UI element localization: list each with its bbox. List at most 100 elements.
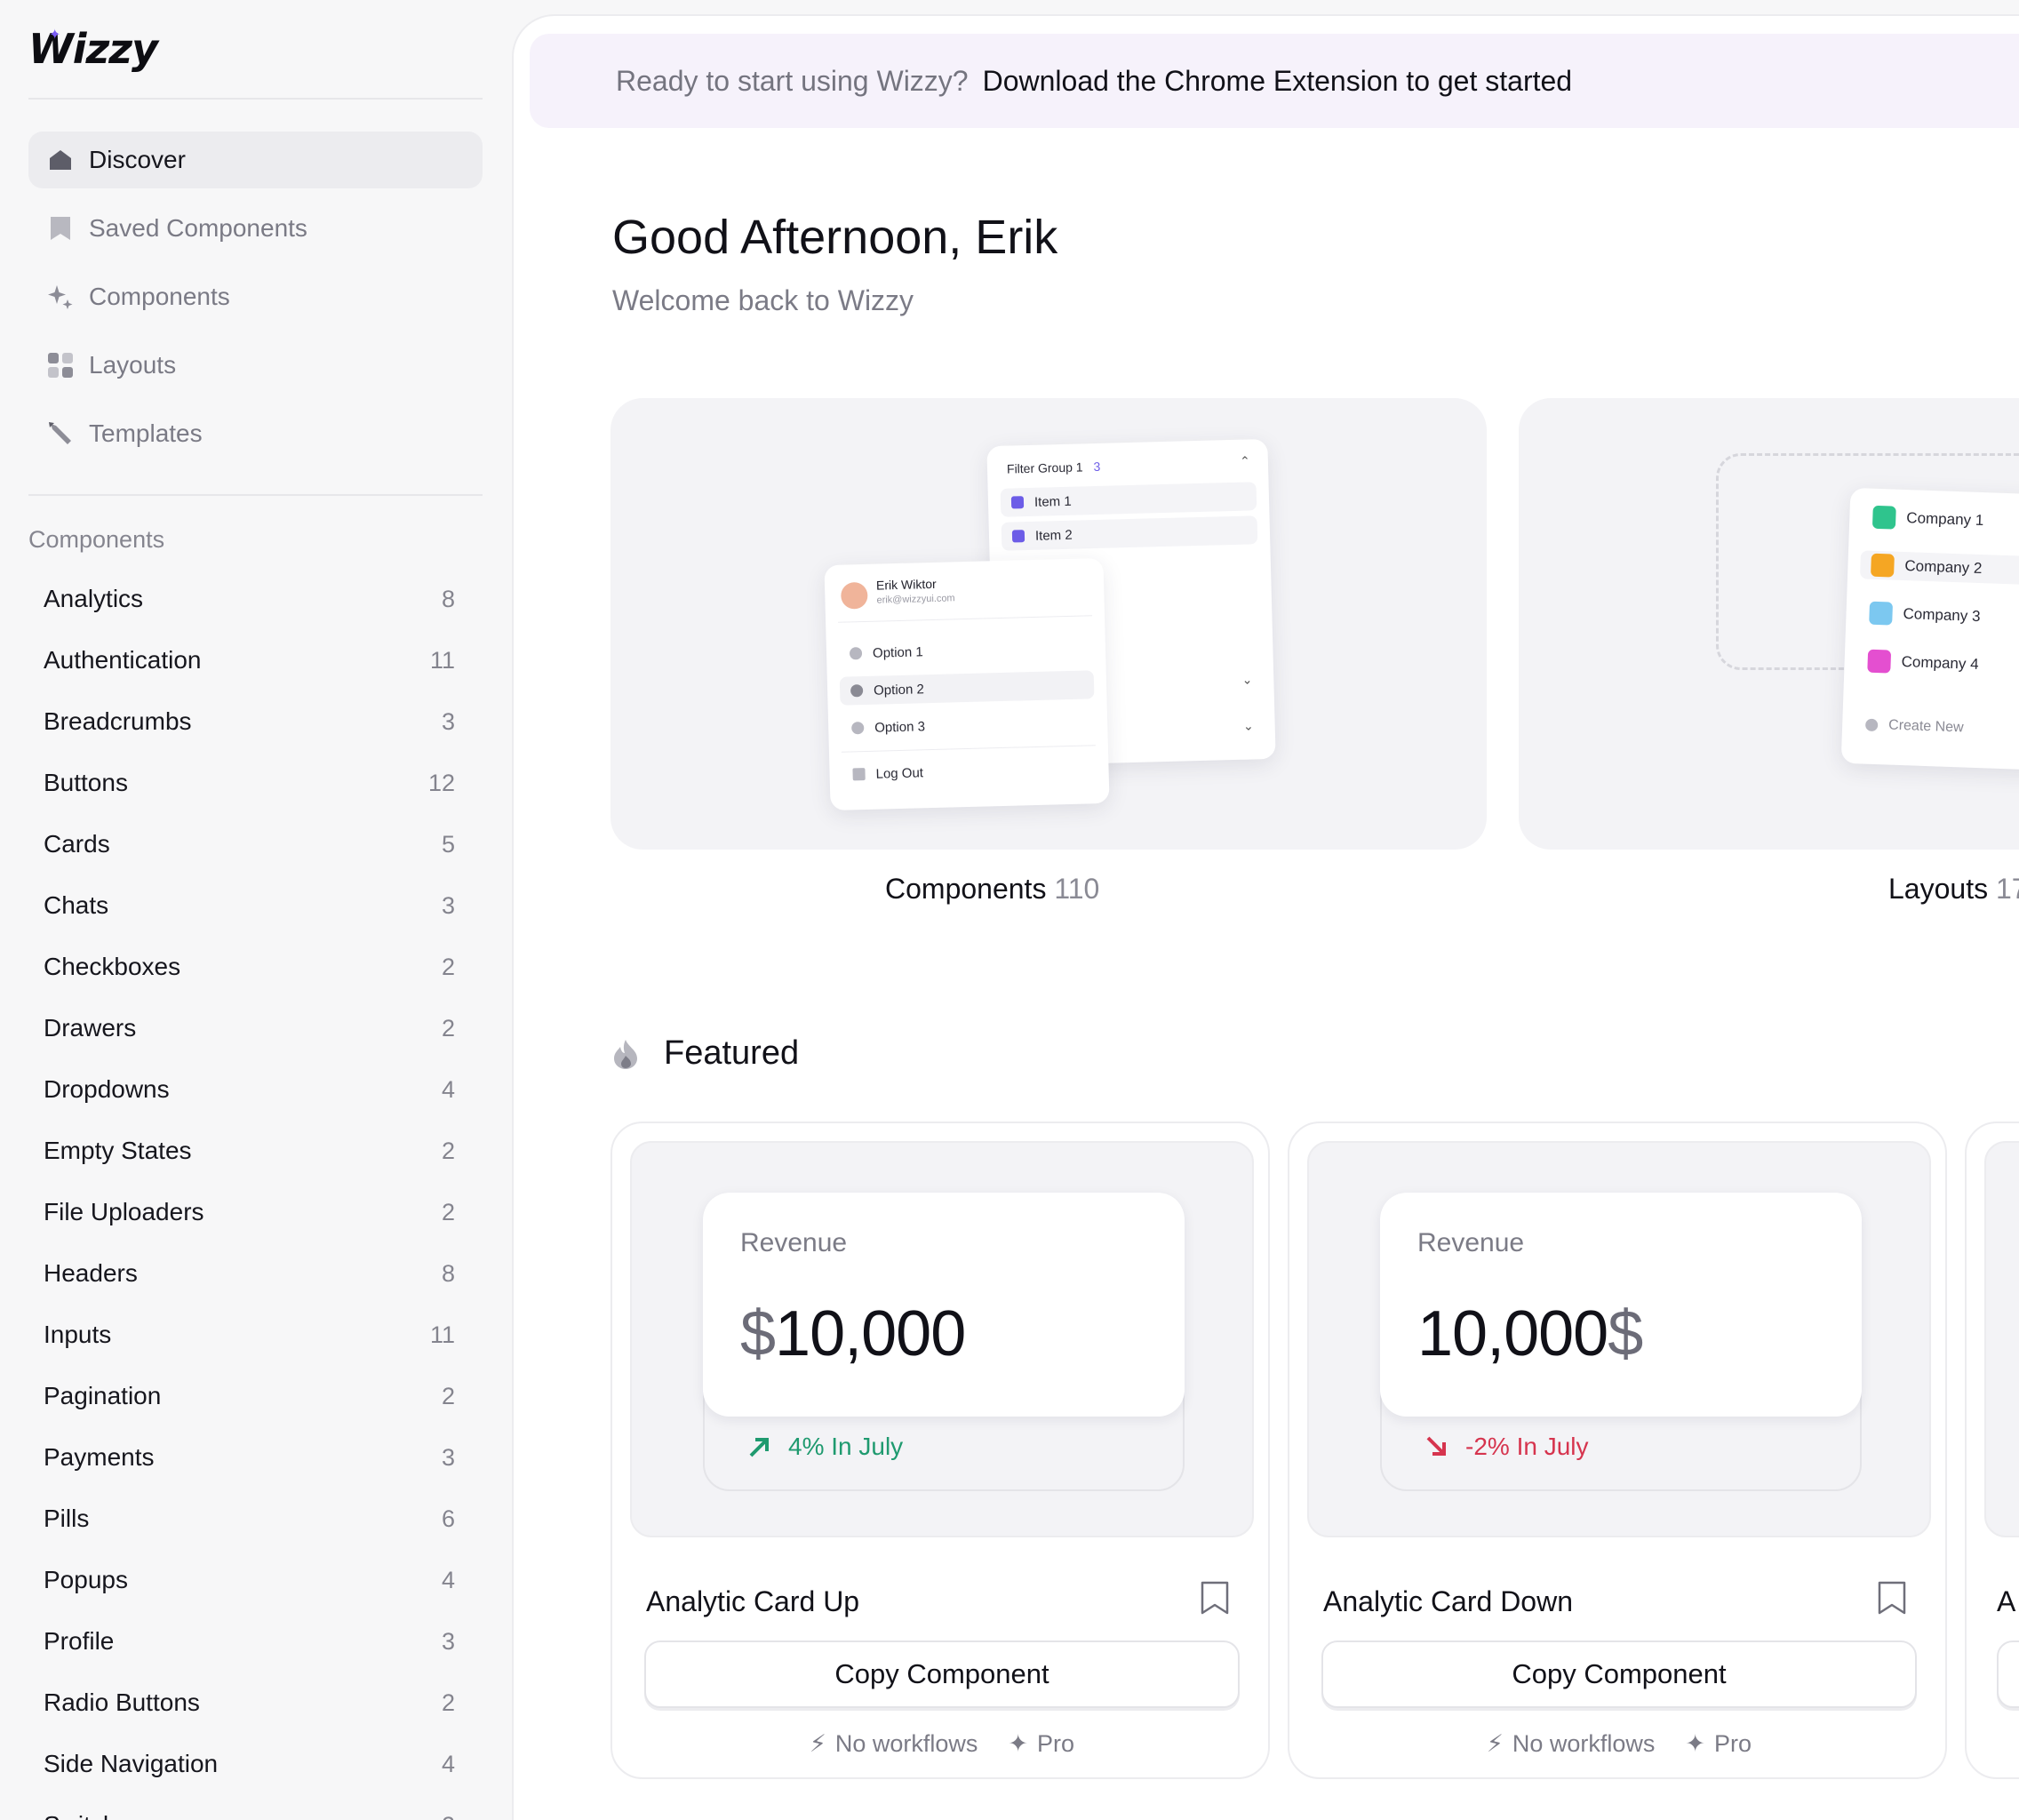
pen-icon: [46, 419, 75, 448]
promo-banner: Ready to start using Wizzy? Download the…: [530, 34, 2019, 128]
category-item[interactable]: Empty States 2: [28, 1124, 473, 1177]
profile-email: erik@wizzyui.com: [876, 593, 955, 606]
nav-label: Layouts: [89, 351, 177, 379]
category-item[interactable]: Popups 4: [28, 1553, 473, 1607]
component-preview[interactable]: Revenue 10,000$ -2% In July: [1307, 1141, 1931, 1537]
category-item[interactable]: Authentication 11: [28, 634, 473, 687]
card-meta: ⚡ No workflows ✦ Pro: [1486, 1730, 1752, 1757]
category-item[interactable]: Drawers 2: [28, 1002, 473, 1055]
category-label: Switches: [44, 1811, 143, 1820]
nav-discover[interactable]: Discover: [28, 132, 483, 188]
category-item[interactable]: Breadcrumbs 3: [28, 695, 473, 748]
category-item[interactable]: Checkboxes 2: [28, 940, 473, 994]
category-item[interactable]: File Uploaders 2: [28, 1185, 473, 1239]
category-item[interactable]: Inputs 11: [28, 1308, 473, 1361]
stat-label: Revenue: [740, 1228, 848, 1257]
company-item: Company 4: [1856, 646, 2019, 682]
logout-icon: [852, 768, 866, 781]
nav-label: Components: [89, 283, 230, 310]
chrome-extension-link[interactable]: Download the Chrome Extension to get sta…: [982, 64, 1573, 97]
nav-layouts[interactable]: Layouts: [28, 337, 483, 394]
checkbox-icon: [1011, 530, 1025, 543]
category-item[interactable]: Radio Buttons 2: [28, 1676, 473, 1729]
category-item[interactable]: Chats 3: [28, 879, 473, 932]
category-count: 4: [441, 1075, 455, 1103]
stat-label: Revenue: [1417, 1228, 1525, 1257]
chevron-up-icon: ⌃: [1239, 453, 1251, 468]
category-label: Authentication: [44, 646, 202, 674]
category-item[interactable]: Pagination 2: [28, 1369, 473, 1423]
category-label: Drawers: [44, 1014, 137, 1042]
stat-value: $10,000: [740, 1298, 966, 1369]
card-meta: ⚡ No workflows ✦ Pro: [809, 1730, 1075, 1757]
profile-dropdown-mock: Erik Wiktor erik@wizzyui.com Option 1 Op…: [824, 557, 1110, 811]
copy-component-button[interactable]: Copy Component: [644, 1640, 1240, 1708]
copy-component-button[interactable]: [1997, 1640, 2019, 1708]
user-icon: [849, 647, 863, 660]
featured-card: Revenue $10,000 4% In July Analytic Card…: [610, 1122, 1270, 1779]
wizzy-logo[interactable]: Wizzy: [28, 25, 158, 73]
featured-card: Revenue 10,000$ -2% In July Analytic Car…: [1288, 1122, 1947, 1779]
category-item[interactable]: Pills 6: [28, 1492, 473, 1545]
category-label: Cards: [44, 830, 110, 858]
nav-label: Saved Components: [89, 214, 307, 242]
category-label: Empty States: [44, 1137, 192, 1164]
section-title: Components: [28, 526, 165, 553]
bolt-icon: ⚡: [1486, 1730, 1504, 1757]
category-count: 3: [441, 707, 455, 735]
divider: [28, 494, 483, 496]
stat-value: 10,000$: [1417, 1298, 1643, 1369]
card-title: A: [1997, 1585, 2016, 1617]
arrow-up-right-icon: [749, 1438, 769, 1457]
pin-icon: ✦: [1008, 1730, 1029, 1757]
copy-component-button[interactable]: Copy Component: [1321, 1640, 1917, 1708]
component-preview[interactable]: [1984, 1141, 2019, 1537]
category-label: Inputs: [44, 1321, 112, 1348]
category-count: 6: [441, 1505, 455, 1532]
category-label: Breadcrumbs: [44, 707, 192, 735]
component-preview[interactable]: Revenue $10,000 4% In July: [630, 1141, 1254, 1537]
filter-title: Filter Group 1 3: [1006, 459, 1101, 476]
flame-icon: [614, 1039, 637, 1069]
category-count: 3: [441, 1627, 455, 1655]
category-item[interactable]: Buttons 12: [28, 756, 473, 810]
featured-card: A: [1965, 1122, 2019, 1779]
category-label: Dropdowns: [44, 1075, 170, 1103]
chevron-down-icon: ⌄: [1242, 718, 1254, 733]
category-item[interactable]: Switches 2: [28, 1799, 473, 1820]
category-item[interactable]: Headers 8: [28, 1247, 473, 1300]
category-count: 11: [429, 1321, 455, 1348]
nav-templates[interactable]: Templates: [28, 405, 483, 462]
category-label: Analytics: [44, 585, 144, 612]
category-label: Radio Buttons: [44, 1688, 200, 1716]
company-item: Company 2: [1859, 550, 2019, 587]
home-icon: [46, 146, 75, 174]
category-item[interactable]: Cards 5: [28, 818, 473, 871]
category-item[interactable]: Payments 3: [28, 1431, 473, 1484]
category-item[interactable]: Profile 3: [28, 1615, 473, 1668]
option-item: Option 1: [839, 633, 1094, 667]
category-item[interactable]: Analytics 8: [28, 572, 473, 626]
bookmark-icon[interactable]: [1876, 1580, 1908, 1616]
category-item[interactable]: Side Navigation 4: [28, 1737, 473, 1791]
category-count: 2: [441, 1014, 455, 1042]
category-count: 5: [441, 830, 455, 858]
page-subtitle: Welcome back to Wizzy: [612, 284, 914, 316]
option-item: Option 3: [841, 707, 1096, 742]
nav-saved-components[interactable]: Saved Components: [28, 200, 483, 257]
filter-item: Item 2: [1001, 515, 1258, 551]
layouts-preview-card[interactable]: Company 1 Company 2 Company 3 Company 4 …: [1519, 398, 2019, 850]
grid-icon: [46, 351, 75, 379]
category-item[interactable]: Dropdowns 4: [28, 1063, 473, 1116]
company-list-mock: Company 1 Company 2 Company 3 Company 4 …: [1840, 487, 2019, 773]
arrow-down-right-icon: [1426, 1436, 1446, 1456]
category-label: Chats: [44, 891, 109, 919]
components-preview-card[interactable]: Filter Group 1 3 ⌃ Item 1 Item 2 ⌄ ⌄ Eri…: [610, 398, 1487, 850]
nav-components[interactable]: Components: [28, 268, 483, 325]
bookmark-icon[interactable]: [1199, 1580, 1231, 1616]
category-count: 4: [441, 1566, 455, 1593]
category-count: 3: [441, 1443, 455, 1471]
company-logo-icon: [1867, 649, 1892, 674]
sparkle-icon: [46, 283, 75, 311]
category-label: Profile: [44, 1627, 115, 1655]
